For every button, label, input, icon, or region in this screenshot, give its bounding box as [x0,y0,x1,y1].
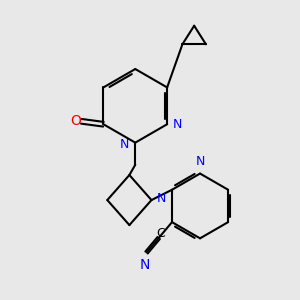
Text: N: N [157,192,166,205]
Text: C: C [156,227,165,240]
Text: N: N [119,138,129,151]
Text: N: N [172,118,182,131]
Text: O: O [70,114,82,128]
Text: N: N [195,155,205,168]
Text: N: N [140,258,150,272]
